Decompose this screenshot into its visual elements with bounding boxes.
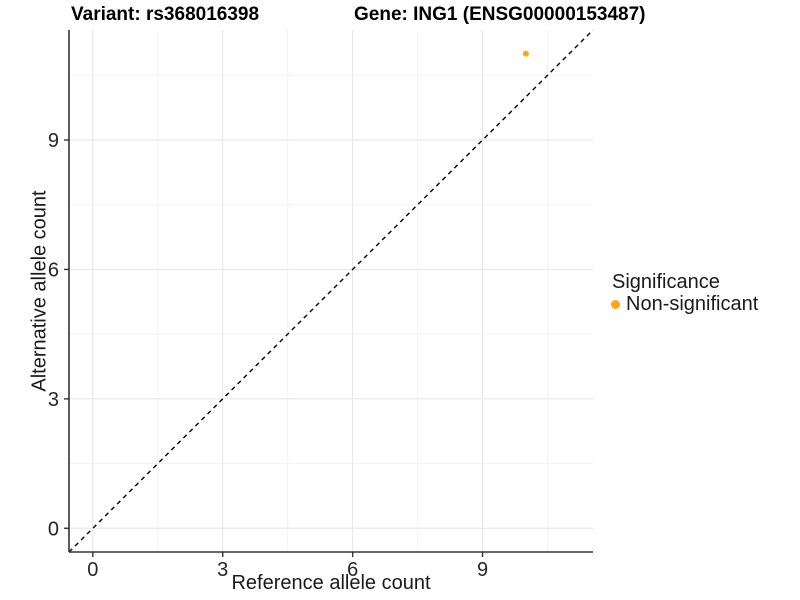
identity-dashed-line — [68, 29, 594, 553]
y-axis-title: Alternative allele count — [28, 190, 51, 392]
variant-title: Variant: rs368016398 — [71, 4, 260, 25]
legend-title: Significance — [612, 271, 720, 293]
x-tick-label: 6 — [347, 559, 358, 581]
y-tick-label: 3 — [48, 389, 59, 411]
y-tick-label: 6 — [48, 259, 59, 281]
x-tick-label: 9 — [477, 559, 488, 581]
y-tick-label: 0 — [48, 518, 59, 540]
legend-point-swatch-icon — [611, 299, 620, 309]
legend-entry-label: Non-significant — [626, 293, 759, 315]
gene-title: Gene: ING1 (ENSG00000153487) — [354, 4, 646, 25]
x-tick-label: 0 — [87, 559, 98, 581]
y-tick-label: 9 — [48, 130, 59, 152]
legend: Significance Non-significant — [608, 271, 758, 315]
x-tick-label: 3 — [217, 559, 228, 581]
data-point — [522, 50, 529, 57]
x-axis-title: Reference allele count — [231, 572, 431, 594]
legend-entry: Non-significant — [608, 293, 758, 315]
